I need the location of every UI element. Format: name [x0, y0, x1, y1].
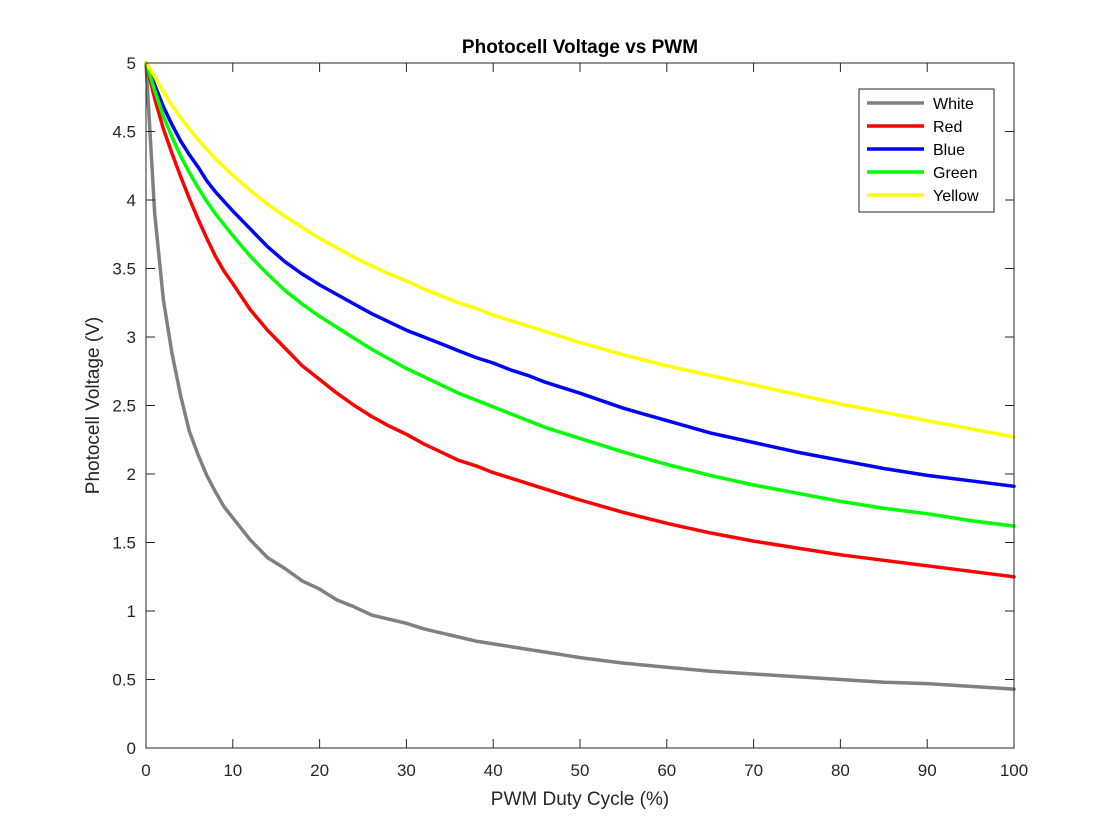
y-axis-label: Photocell Voltage (V) — [83, 317, 104, 494]
x-tick-label: 0 — [141, 761, 150, 780]
x-tick-label: 60 — [657, 761, 676, 780]
series-layer — [144, 61, 1016, 691]
y-tick-label: 1.5 — [112, 534, 136, 553]
legend-label-green: Green — [933, 165, 977, 182]
x-tick-label: 20 — [310, 761, 329, 780]
y-tick-label: 4 — [127, 191, 136, 210]
y-tick-label: 0.5 — [112, 671, 136, 690]
y-tick-label: 5 — [127, 54, 136, 73]
x-tick-label: 40 — [484, 761, 503, 780]
plot-frame — [145, 62, 1015, 749]
y-tick-label: 2.5 — [112, 397, 136, 416]
y-tick-label: 1 — [127, 602, 136, 621]
legend-label-blue: Blue — [933, 142, 965, 159]
series-line-red — [144, 61, 1016, 579]
chart-title: Photocell Voltage vs PWM — [462, 37, 698, 58]
legend-label-white: White — [933, 96, 974, 113]
x-tick-label: 100 — [1000, 761, 1028, 780]
y-tick-label: 2 — [127, 465, 136, 484]
x-tick-label: 50 — [571, 761, 590, 780]
y-tick-label: 3 — [127, 328, 136, 347]
x-tick-label: 30 — [397, 761, 416, 780]
series-line-white — [144, 61, 1016, 691]
tick-layer: 0 10 20 30 40 50 60 70 80 90 100 0 0.5 1 1.5 2 2.5 3 3.5 4 4… — [112, 54, 1028, 780]
legend: White Red Blue Green Yellow — [858, 88, 995, 213]
legend-label-yellow: Yellow — [933, 188, 979, 205]
x-axis-label: PWM Duty Cycle (%) — [491, 789, 669, 810]
y-tick-label: 0 — [127, 739, 136, 758]
series-line-blue — [144, 61, 1016, 489]
series-line-green — [144, 61, 1016, 528]
y-tick-label: 4.5 — [112, 123, 136, 142]
y-tick-label: 3.5 — [112, 260, 136, 279]
series-line-yellow — [144, 61, 1016, 439]
x-tick-label: 10 — [223, 761, 242, 780]
x-tick-label: 80 — [831, 761, 850, 780]
x-tick-label: 70 — [744, 761, 763, 780]
x-tick-label: 90 — [918, 761, 937, 780]
legend-label-red: Red — [933, 119, 962, 136]
